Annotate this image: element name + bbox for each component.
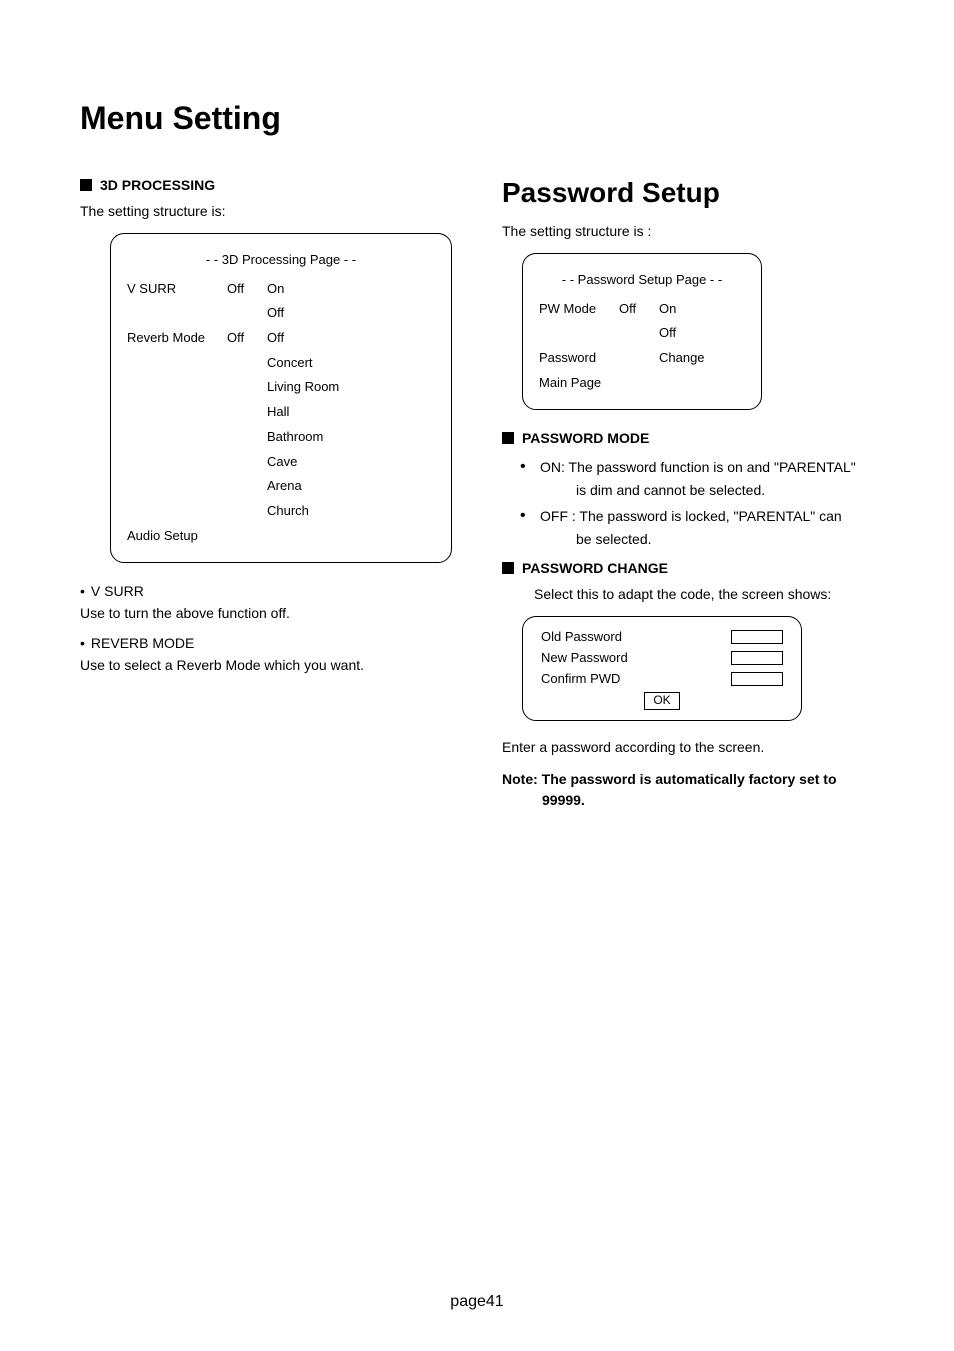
panel-password-setup: - - Password Setup Page - - PW Mode Off … (522, 253, 762, 410)
panel-password-change: Old Password New Password Confirm PWD OK (522, 616, 802, 721)
panel-password-title: - - Password Setup Page - - (539, 268, 745, 293)
label-old-password: Old Password (541, 629, 622, 644)
label-password: Password (539, 346, 619, 371)
page-title: Menu Setting (80, 100, 874, 137)
panel-row-reverb-concert: Concert (127, 351, 435, 376)
password-mode-list: • ON: The password function is on and "P… (520, 456, 874, 550)
label-audio-setup: Audio Setup (127, 524, 227, 549)
option-vsurr-off: Off (267, 301, 435, 326)
option-pwmode-off: Off (659, 321, 745, 346)
option-bathroom: Bathroom (267, 425, 435, 450)
password-change-intro: Select this to adapt the code, the scree… (518, 586, 874, 602)
square-bullet-icon (502, 562, 514, 574)
option-living-room: Living Room (267, 375, 435, 400)
panel-row-reverb-church: Church (127, 499, 435, 524)
panel-row-reverb: Reverb Mode Off Off (127, 326, 435, 351)
option-reverb-off: Off (267, 326, 435, 351)
option-concert: Concert (267, 351, 435, 376)
panel-row-mainpage: Main Page (539, 371, 745, 396)
row-old-password: Old Password (541, 629, 783, 644)
section-3d-label: 3D PROCESSING (100, 177, 215, 193)
bullet-vsurr-text: Use to turn the above function off. (80, 605, 452, 621)
pm-off-text: OFF : The password is locked, "PARENTAL"… (540, 505, 874, 550)
panel-row-reverb-living: Living Room (127, 375, 435, 400)
square-bullet-icon (502, 432, 514, 444)
note-text: Note: The password is automatically fact… (502, 769, 874, 811)
panel-row-audio-setup: Audio Setup (127, 524, 435, 549)
input-old-password[interactable] (731, 630, 783, 644)
option-change: Change (659, 346, 745, 371)
panel-row-password: Password Change (539, 346, 745, 371)
panel-row-vsurr: V SURR Off On (127, 277, 435, 302)
right-column: Password Setup The setting structure is … (502, 177, 874, 811)
label-pwmode: PW Mode (539, 297, 619, 322)
option-pwmode-on: On (659, 297, 745, 322)
password-setup-intro: The setting structure is : (502, 223, 874, 239)
input-new-password[interactable] (731, 651, 783, 665)
section-3d-intro: The setting structure is: (80, 203, 452, 219)
panel-row-pwmode-2: Off (539, 321, 745, 346)
pm-on-row: • ON: The password function is on and "P… (520, 456, 874, 501)
label-mainpage: Main Page (539, 371, 619, 396)
bullet-dot-icon: • (520, 456, 540, 501)
password-mode-label: PASSWORD MODE (522, 430, 649, 446)
panel-row-reverb-arena: Arena (127, 474, 435, 499)
option-church: Church (267, 499, 435, 524)
bullet-vsurr: V SURR (80, 583, 452, 599)
panel-row-vsurr-2: Off (127, 301, 435, 326)
option-arena: Arena (267, 474, 435, 499)
label-new-password: New Password (541, 650, 628, 665)
ok-button[interactable]: OK (644, 692, 679, 710)
row-new-password: New Password (541, 650, 783, 665)
password-setup-heading: Password Setup (502, 177, 874, 209)
value-vsurr-off: Off (227, 277, 267, 302)
option-hall: Hall (267, 400, 435, 425)
left-column: 3D PROCESSING The setting structure is: … (80, 177, 452, 811)
value-pwmode-off: Off (619, 297, 659, 322)
input-confirm-pwd[interactable] (731, 672, 783, 686)
panel-row-reverb-hall: Hall (127, 400, 435, 425)
bullet-reverb: REVERB MODE (80, 635, 452, 651)
page-number: page41 (0, 1293, 954, 1311)
section-password-mode: PASSWORD MODE (502, 430, 874, 446)
panel-row-reverb-cave: Cave (127, 450, 435, 475)
label-vsurr: V SURR (127, 277, 227, 302)
row-ok: OK (541, 692, 783, 710)
square-bullet-icon (80, 179, 92, 191)
panel-row-pwmode: PW Mode Off On (539, 297, 745, 322)
panel-row-reverb-bathroom: Bathroom (127, 425, 435, 450)
enter-password-text: Enter a password according to the screen… (502, 739, 874, 755)
panel-3d-processing: - - 3D Processing Page - - V SURR Off On… (110, 233, 452, 563)
section-3d-processing: 3D PROCESSING (80, 177, 452, 193)
content-columns: 3D PROCESSING The setting structure is: … (80, 177, 874, 811)
pm-off-row: • OFF : The password is locked, "PARENTA… (520, 505, 874, 550)
pm-on-text: ON: The password function is on and "PAR… (540, 456, 874, 501)
value-reverb-off: Off (227, 326, 267, 351)
option-vsurr-on: On (267, 277, 435, 302)
option-cave: Cave (267, 450, 435, 475)
password-change-label: PASSWORD CHANGE (522, 560, 668, 576)
label-confirm-pwd: Confirm PWD (541, 671, 620, 686)
row-confirm-pwd: Confirm PWD (541, 671, 783, 686)
label-reverb: Reverb Mode (127, 326, 227, 351)
panel-3d-title: - - 3D Processing Page - - (127, 248, 435, 273)
section-password-change: PASSWORD CHANGE (502, 560, 874, 576)
bullet-dot-icon: • (520, 505, 540, 550)
bullet-reverb-text: Use to select a Reverb Mode which you wa… (80, 657, 452, 673)
